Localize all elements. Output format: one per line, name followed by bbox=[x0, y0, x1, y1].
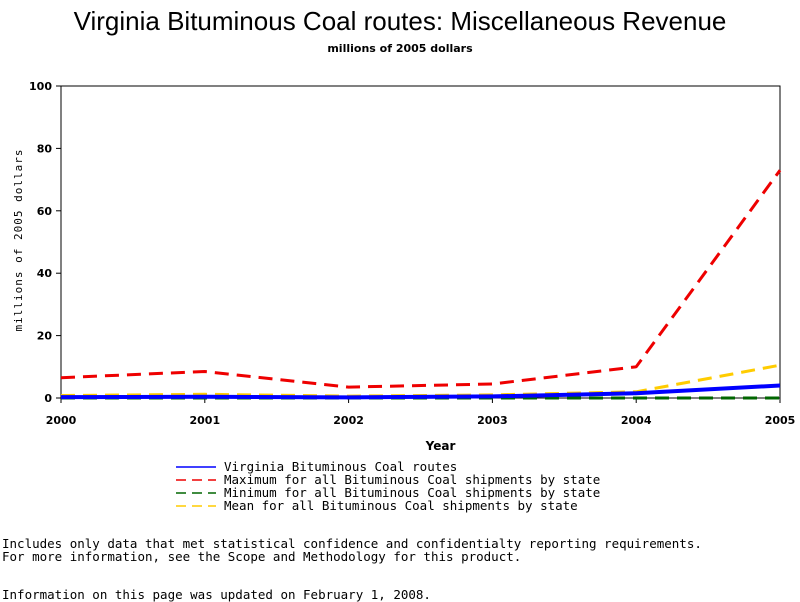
y-tick-label: 80 bbox=[37, 142, 53, 155]
x-tick-label: 2002 bbox=[333, 414, 364, 427]
note-updated: Information on this page was updated on … bbox=[2, 587, 431, 602]
series-line-0 bbox=[60, 383, 781, 400]
legend-label-3: Mean for all Bituminous Coal shipments b… bbox=[224, 498, 578, 513]
chart-subtitle: millions of 2005 dollars bbox=[327, 42, 473, 55]
y-tick-label: 20 bbox=[37, 330, 53, 343]
x-tick-label: 2005 bbox=[765, 414, 796, 427]
y-tick-label: 0 bbox=[44, 392, 52, 405]
legend-label-1: Maximum for all Bituminous Coal shipment… bbox=[224, 472, 600, 487]
chart-title: Virginia Bituminous Coal routes: Miscell… bbox=[73, 6, 727, 36]
x-tick-label: 2000 bbox=[46, 414, 77, 427]
note-confidence: Includes only data that met statistical … bbox=[2, 536, 702, 551]
legend-label-2: Minimum for all Bituminous Coal shipment… bbox=[224, 485, 600, 500]
note-methodology: For more information, see the Scope and … bbox=[2, 549, 522, 564]
x-axis-label: Year bbox=[425, 439, 456, 453]
series-line-1 bbox=[60, 169, 782, 389]
x-tick-label: 2001 bbox=[189, 414, 220, 427]
y-tick-label: 100 bbox=[29, 80, 52, 93]
plot-frame bbox=[60, 85, 781, 399]
y-axis-label: millions of 2005 dollars bbox=[12, 149, 25, 332]
x-tick-label: 2004 bbox=[621, 414, 652, 427]
legend-label-0: Virginia Bituminous Coal routes bbox=[224, 459, 457, 474]
y-tick-label: 40 bbox=[37, 267, 53, 280]
line-chart: 0 20 40 60 80 100 2000 2001 2002 2003 2004 2005 Year… bbox=[12, 80, 796, 513]
y-tick-label: 60 bbox=[37, 205, 53, 218]
x-tick-label: 2003 bbox=[477, 414, 508, 427]
